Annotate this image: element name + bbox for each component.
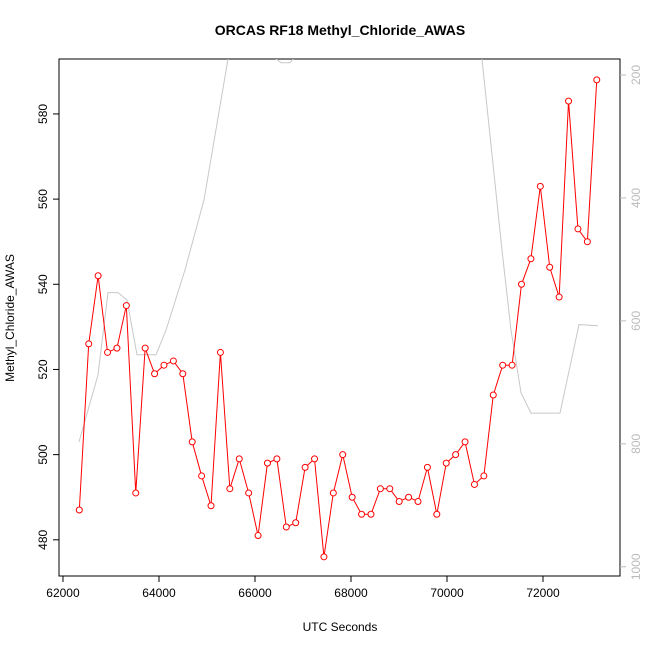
data-point bbox=[593, 76, 601, 84]
data-point bbox=[188, 438, 196, 446]
x-tick-label: 70000 bbox=[430, 586, 464, 600]
data-point bbox=[433, 510, 441, 518]
data-point bbox=[160, 361, 168, 369]
data-point bbox=[461, 438, 469, 446]
y2-tick-label: 1000 bbox=[629, 553, 643, 580]
data-point bbox=[565, 97, 573, 105]
data-point bbox=[85, 340, 93, 348]
data-point bbox=[386, 485, 394, 493]
data-point bbox=[301, 463, 309, 471]
data-point bbox=[414, 497, 422, 505]
data-point bbox=[104, 348, 112, 356]
data-point bbox=[546, 263, 554, 271]
x-tick-label: 64000 bbox=[142, 586, 176, 600]
y-axis-label: Methyl_Chloride_AWAS bbox=[3, 254, 17, 382]
data-point bbox=[574, 225, 582, 233]
data-point bbox=[226, 485, 234, 493]
x-tick-label: 66000 bbox=[238, 586, 272, 600]
data-point bbox=[151, 370, 159, 378]
plot-area bbox=[75, 59, 601, 561]
data-point bbox=[122, 302, 130, 310]
data-point bbox=[207, 502, 215, 510]
data-point bbox=[179, 370, 187, 378]
data-point bbox=[273, 455, 281, 463]
plot-frame bbox=[58, 58, 621, 577]
y2-tick-label: 200 bbox=[629, 65, 643, 85]
data-point bbox=[132, 489, 140, 497]
data-point bbox=[311, 455, 319, 463]
data-point bbox=[94, 272, 102, 280]
data-point bbox=[536, 182, 544, 190]
data-point bbox=[376, 485, 384, 493]
x-axis-label: UTC Seconds bbox=[303, 620, 378, 634]
series-line bbox=[78, 59, 599, 443]
data-point bbox=[254, 532, 262, 540]
y-tick-label: 500 bbox=[36, 444, 50, 464]
data-point bbox=[470, 480, 478, 488]
data-point bbox=[198, 472, 206, 480]
y2-tick-label: 600 bbox=[629, 311, 643, 331]
data-point bbox=[245, 489, 253, 497]
y-tick-label: 580 bbox=[36, 104, 50, 124]
data-point bbox=[216, 348, 224, 356]
y-tick-label: 520 bbox=[36, 359, 50, 379]
data-point bbox=[367, 510, 375, 518]
data-point bbox=[348, 493, 356, 501]
x-tick-label: 62000 bbox=[46, 586, 80, 600]
series-line bbox=[78, 79, 598, 557]
data-point bbox=[480, 472, 488, 480]
data-point bbox=[169, 357, 177, 365]
data-point bbox=[452, 451, 460, 459]
data-point bbox=[555, 293, 563, 301]
chart-title: ORCAS RF18 Methyl_Chloride_AWAS bbox=[215, 22, 466, 38]
y2-tick-label: 800 bbox=[629, 433, 643, 453]
data-point bbox=[263, 459, 271, 467]
data-point bbox=[292, 519, 300, 527]
data-point bbox=[339, 451, 347, 459]
data-point bbox=[235, 455, 243, 463]
data-point bbox=[527, 255, 535, 263]
data-point bbox=[499, 361, 507, 369]
data-point bbox=[395, 497, 403, 505]
data-point bbox=[423, 463, 431, 471]
y-tick-label: 560 bbox=[36, 189, 50, 209]
data-point bbox=[113, 344, 121, 352]
y-tick-label: 480 bbox=[36, 529, 50, 549]
data-point bbox=[75, 506, 83, 514]
data-point bbox=[320, 553, 328, 561]
data-point bbox=[517, 280, 525, 288]
data-point bbox=[583, 238, 591, 246]
data-point bbox=[329, 489, 337, 497]
data-point bbox=[489, 391, 497, 399]
data-point bbox=[282, 523, 290, 531]
data-point bbox=[442, 459, 450, 467]
data-point bbox=[508, 361, 516, 369]
x-tick-label: 72000 bbox=[526, 586, 560, 600]
data-point bbox=[405, 493, 413, 501]
data-point bbox=[141, 344, 149, 352]
y-tick-label: 540 bbox=[36, 274, 50, 294]
x-tick-label: 68000 bbox=[334, 586, 368, 600]
data-point bbox=[358, 510, 366, 518]
y2-tick-label: 400 bbox=[629, 188, 643, 208]
